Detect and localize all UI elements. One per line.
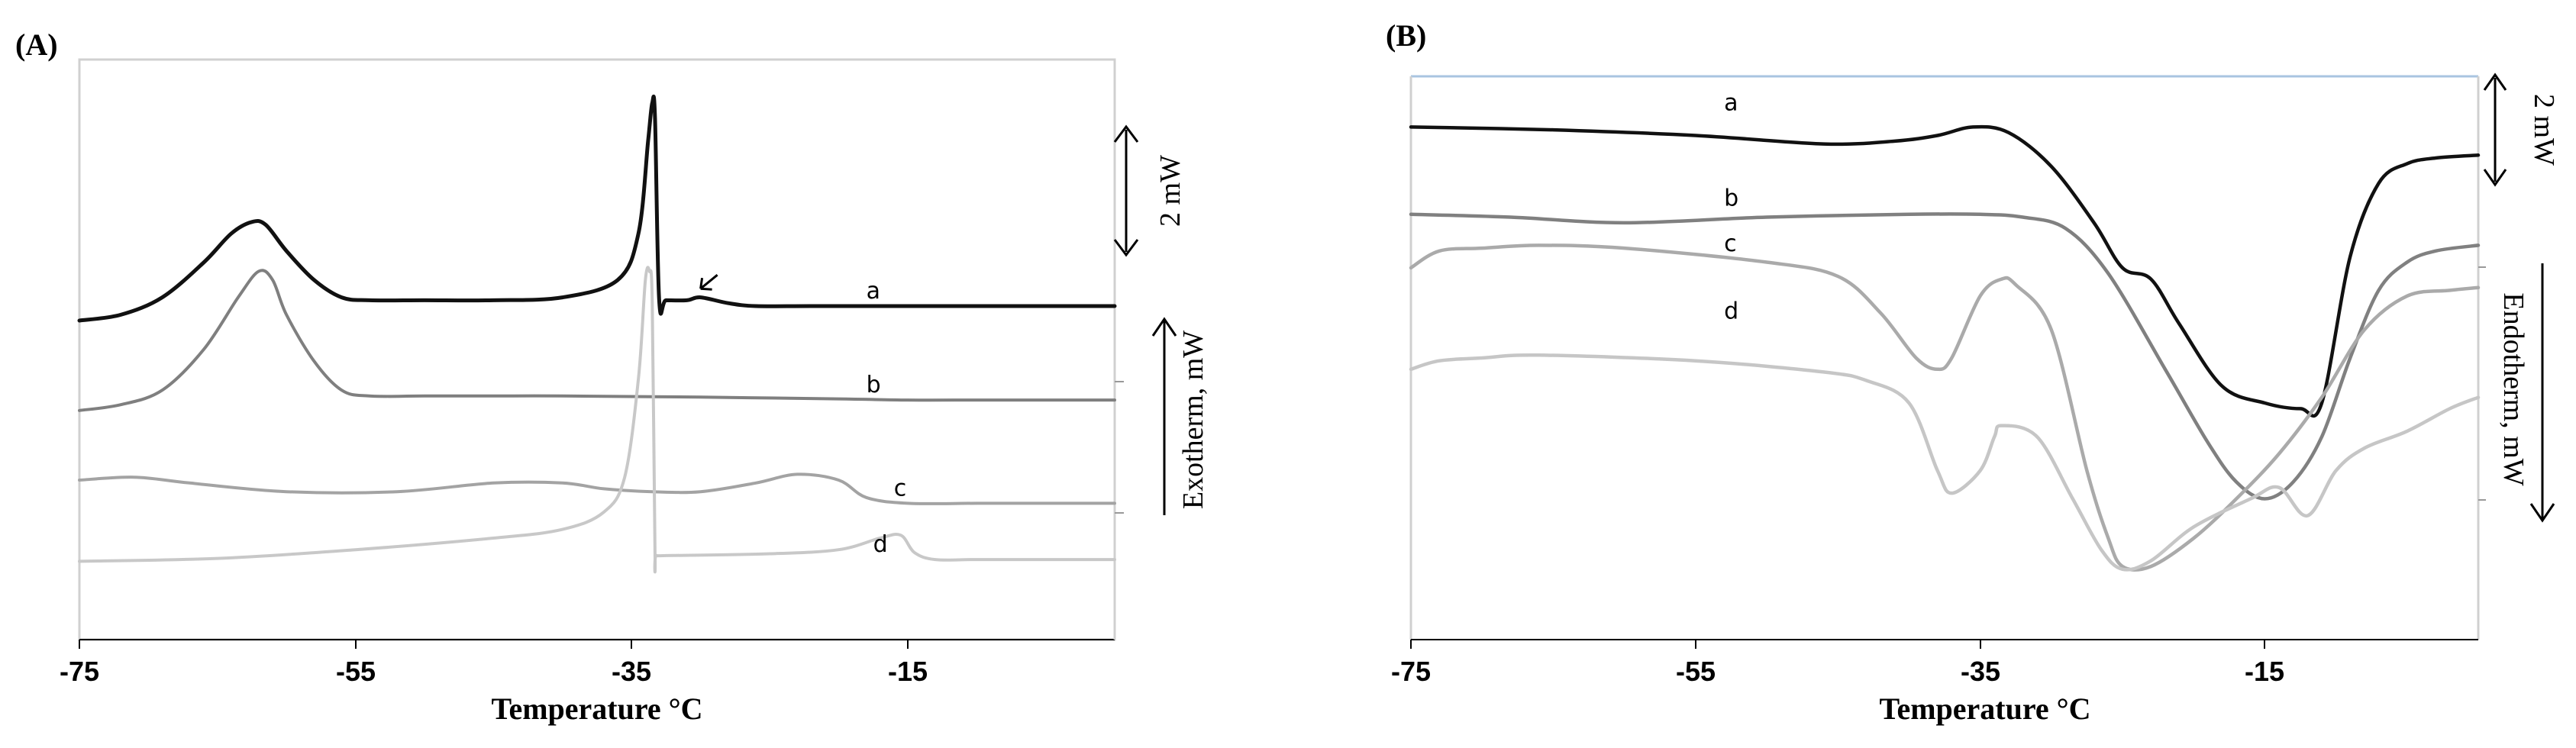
panel-label-b: (B) <box>1386 18 1426 53</box>
series-label-a: a <box>1724 89 1738 116</box>
scale-bar-a: 2 mW <box>1113 124 1186 257</box>
series-label-c: c <box>1724 231 1737 257</box>
x-axis-title-a: Temperature °C <box>491 692 702 726</box>
series-line-b <box>78 269 1116 412</box>
series-line-c <box>78 472 1116 505</box>
series-line-a <box>77 95 1117 323</box>
panel-b: (B) -75 -55 -35 -15 Temperature °C 2 mW … <box>1386 18 2560 726</box>
panel-label-a: (A) <box>15 27 58 62</box>
scale-bar-label-b: 2 mW <box>2528 94 2560 166</box>
x-tick-label: -75 <box>60 656 99 687</box>
series-label-b: b <box>867 372 881 398</box>
series-line-d <box>1409 353 2481 572</box>
series-label-group-a: a b c d <box>867 278 907 558</box>
series-label-c: c <box>894 475 907 501</box>
series-label-b: b <box>1724 185 1738 212</box>
series-label-group-b: a bc d <box>1724 89 1738 324</box>
series-group-a <box>77 95 1117 574</box>
series-group-b <box>1409 124 2481 572</box>
panel-a: (A) -75 -55 -35 -15 Temperature °C 2 mW … <box>15 27 1209 726</box>
y-axis-title-b: Endotherm, mW <box>2497 292 2529 485</box>
scale-bar-label-a: 2 mW <box>1154 155 1186 227</box>
scale-bar-b: 2 mW <box>2483 73 2560 187</box>
series-label-d: d <box>1724 298 1738 324</box>
plot-frame-a <box>78 58 1116 641</box>
y-axis-direction-a: Exotherm, mW <box>1151 317 1209 515</box>
x-tick-label: -15 <box>2245 656 2284 687</box>
x-tick-label: -35 <box>1961 656 2000 687</box>
series-line-c <box>1409 243 2481 572</box>
y-axis-direction-b: Endotherm, mW <box>2497 263 2555 523</box>
series-line-d <box>78 266 1116 574</box>
annotation-arrow <box>699 274 718 291</box>
x-tick-label: -55 <box>336 656 376 687</box>
series-line-a <box>1409 124 2481 418</box>
x-tick-label: -15 <box>888 656 928 687</box>
x-axis-title-b: Temperature °C <box>1879 692 2090 726</box>
series-label-d: d <box>873 531 888 558</box>
series-label-a: a <box>867 278 880 305</box>
x-tick-label: -75 <box>1391 656 1431 687</box>
x-tick-label: -35 <box>612 656 651 687</box>
x-tick-label: -55 <box>1676 656 1716 687</box>
y-axis-title-a: Exotherm, mW <box>1177 330 1209 509</box>
annotation-arrow-a <box>699 274 718 291</box>
